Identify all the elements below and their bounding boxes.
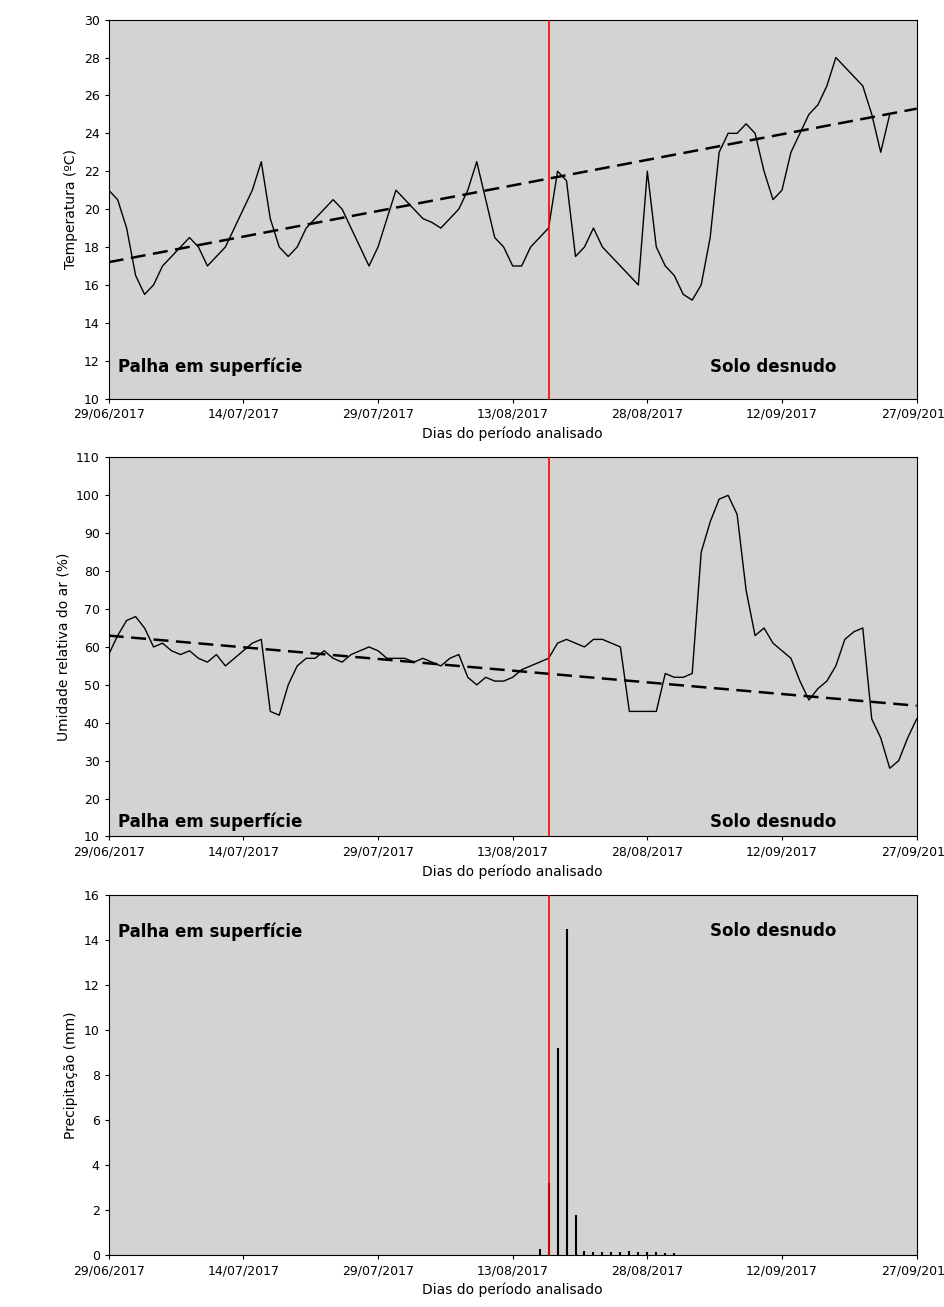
X-axis label: Dias do período analisado: Dias do período analisado	[422, 1283, 602, 1298]
Y-axis label: Temperatura (ºC): Temperatura (ºC)	[64, 149, 78, 269]
Text: Palha em superfície: Palha em superfície	[117, 812, 302, 831]
Y-axis label: Umidade relativa do ar (%): Umidade relativa do ar (%)	[56, 553, 70, 741]
Text: Solo desnudo: Solo desnudo	[709, 923, 835, 940]
Text: Solo desnudo: Solo desnudo	[709, 813, 835, 831]
X-axis label: Dias do período analisado: Dias do período analisado	[422, 426, 602, 440]
Y-axis label: Precipitação (mm): Precipitação (mm)	[64, 1012, 78, 1140]
Text: Solo desnudo: Solo desnudo	[709, 358, 835, 376]
X-axis label: Dias do período analisado: Dias do período analisado	[422, 864, 602, 878]
Text: Palha em superfície: Palha em superfície	[117, 923, 302, 941]
Text: Palha em superfície: Palha em superfície	[117, 357, 302, 376]
